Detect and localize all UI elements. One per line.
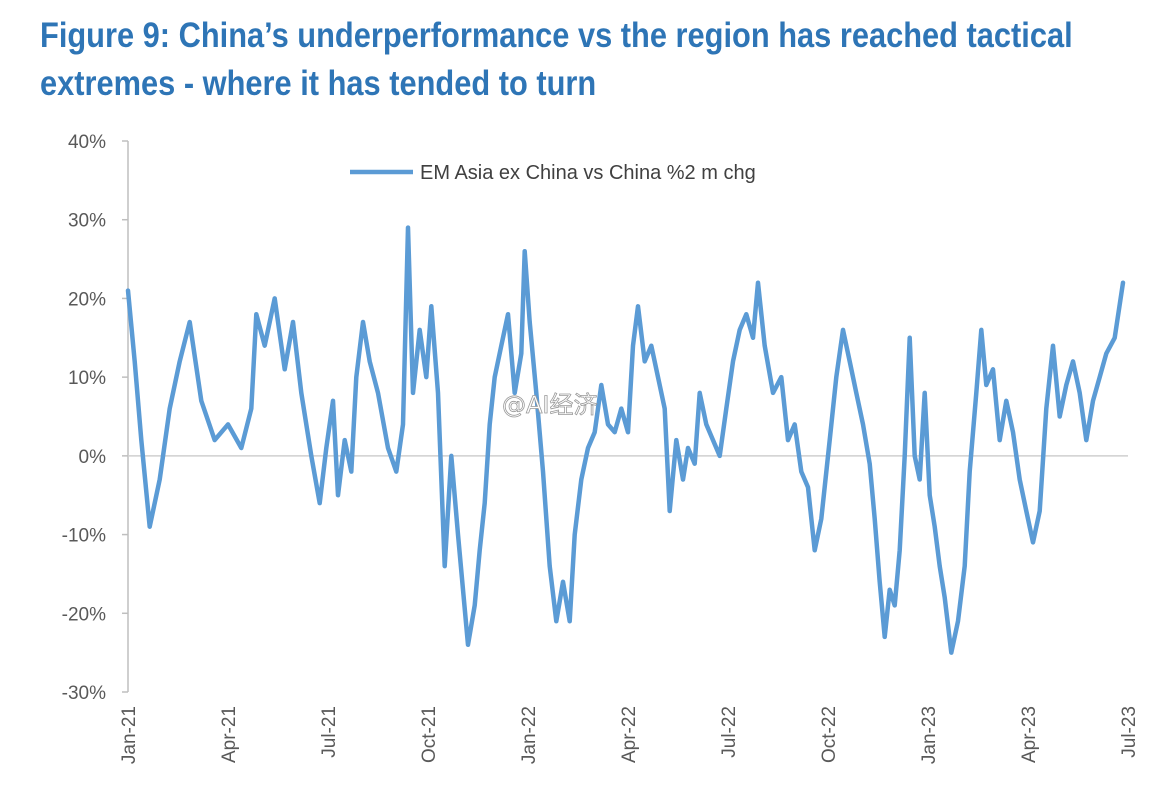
x-tick-label: Oct-21 [419,706,440,763]
x-tick-label: Apr-23 [1019,706,1040,763]
y-tick-label: -30% [62,683,106,704]
x-tick-label: Jan-22 [519,706,540,764]
watermark-text: @AI经济 [502,391,598,419]
x-tick-label: Jan-21 [119,706,140,764]
y-tick-label: 40% [68,132,106,153]
legend: EM Asia ex China vs China %2 m chg [350,162,756,184]
x-tick-label: Apr-21 [219,706,240,763]
y-tick-label: 10% [68,368,106,389]
chart-title-line-1: Figure 9: China’s underperformance vs th… [40,16,1073,55]
y-tick-label: 0% [79,447,107,468]
x-tick-label: Jul-23 [1119,706,1140,758]
x-tick-label: Oct-22 [819,706,840,763]
y-tick-label: -20% [62,604,106,625]
y-tick-label: -10% [62,526,106,547]
x-tick-label: Jan-23 [919,706,940,764]
legend-label: EM Asia ex China vs China %2 m chg [420,162,756,184]
series-line [125,225,1126,655]
x-tick-label: Jul-21 [319,706,340,758]
x-axis-ticks: Jan-21 Apr-21 Jul-21 Oct-21 Jan-22 Apr-22 Jul-… [119,706,1140,764]
x-tick-label: Apr-22 [619,706,640,763]
x-tick-label: Jul-22 [719,706,740,758]
chart-title: Figure 9: China’s underperformance vs th… [40,12,1073,108]
y-axis-ticks: 40% 30% 20% 10% 0% -10% -20% -30% [62,132,128,704]
y-tick-label: 30% [68,211,106,232]
chart-title-line-2: extremes - where it has tended to turn [40,64,597,103]
y-tick-label: 20% [68,289,106,310]
